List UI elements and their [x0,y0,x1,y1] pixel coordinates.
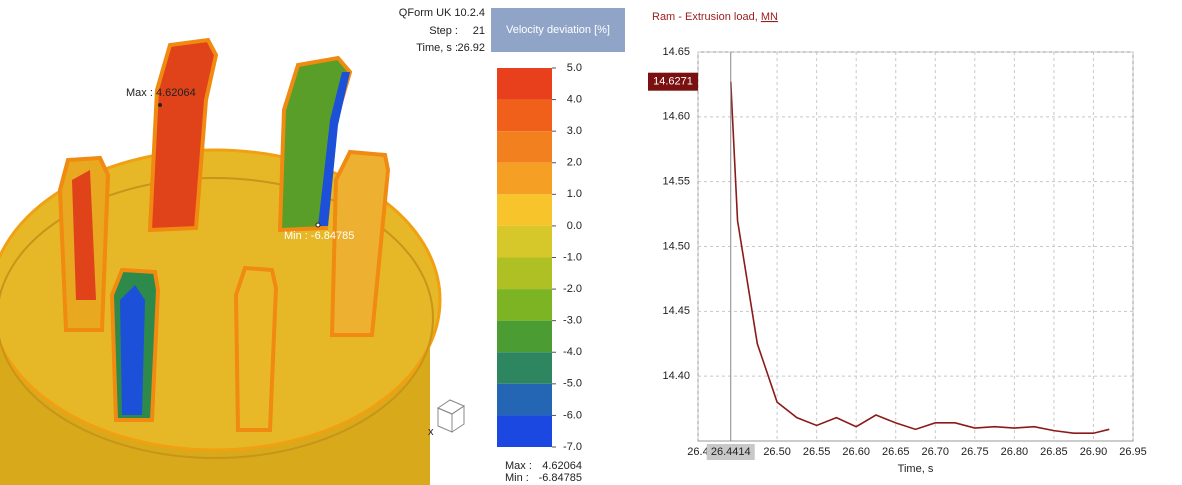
color-band [497,321,552,353]
chart-unit[interactable]: MN [761,11,778,23]
app-version: QForm UK 10.2.4 [399,7,485,19]
time-value: 26.92 [457,42,485,54]
time-label: Time, s : [416,42,458,54]
chart: 14.40 14.45 14.50 14.55 14.60 14.65 26.4 26.50 2… [648,46,1147,475]
legend-max-label: Max : [505,460,532,472]
screen: Max : 4.62064 Min : -6.84785 x QForm UK … [0,0,1182,485]
min-annotation: Min : -6.84785 [284,230,354,242]
max-point [158,103,162,107]
legend-min-value: -6.84785 [539,472,582,484]
legend-tick-label: 1.0 [567,188,582,200]
max-value: 4.62064 [156,87,196,99]
step-label: Step : [429,25,458,37]
y-tick-label: 14.45 [662,305,690,317]
x-tick-label: 26.70 [922,446,950,458]
color-band [497,415,552,447]
colorbar: 5.0 4.0 3.0 2.0 1.0 0.0 -1.0 -2.0 -3.0 -4.0 -5.0 -6… [497,62,582,453]
y-tick-label: 14.65 [662,46,690,58]
min-value: -6.84785 [311,230,354,242]
legend-tick-label: -4.0 [563,346,582,358]
color-band [497,163,552,195]
color-band [497,384,552,416]
max-annotation: Max : 4.62064 [126,87,196,99]
cursor-y-label: 14.6271 [653,76,693,88]
legend-tick-label: 4.0 [567,93,582,105]
legend-title: Velocity deviation [%] [506,24,610,36]
legend-tick-label: 2.0 [567,157,582,169]
legend-tick-label: -7.0 [563,441,582,453]
color-band [497,289,552,321]
color-band [497,100,552,132]
x-tick-label: 26.90 [1080,446,1108,458]
x-tick-label: 26.50 [763,446,791,458]
x-tick-label: 26.75 [961,446,989,458]
y-tick-label: 14.40 [662,370,690,382]
cube-face [438,408,452,432]
legend-tick-label: 3.0 [567,125,582,137]
legend-tick-label: -1.0 [563,251,582,263]
chart-title-text: Ram - Extrusion load, [652,11,758,23]
max-label: Max : [126,87,153,99]
x-tick-label: 26.55 [803,446,831,458]
legend-tick-label: -3.0 [563,315,582,327]
y-tick-label: 14.55 [662,176,690,188]
color-band [497,68,552,100]
color-band [497,226,552,258]
legend-tick-label: -6.0 [563,409,582,421]
x-tick-label: 26.80 [1001,446,1029,458]
step-value: 21 [473,25,485,37]
x-tick-label: 26.95 [1119,446,1147,458]
color-band [497,131,552,163]
legend-tick-label: -2.0 [563,283,582,295]
color-band [497,194,552,226]
chart-title: Ram - Extrusion load, MN [652,11,778,23]
profile-strip [120,285,145,415]
profile [236,268,276,430]
x-tick-label: 26.60 [842,446,870,458]
legend-min-label: Min : [505,472,529,484]
color-band [497,258,552,290]
axis-x-icon: x [428,426,434,438]
min-point [316,223,320,227]
min-label: Min : [284,230,308,242]
x-tick-label: 26.85 [1040,446,1068,458]
legend-tick-label: 0.0 [567,220,582,232]
cube-face [452,406,464,432]
view-cube: x [428,400,464,438]
y-tick-label: 14.60 [662,111,690,123]
legend-tick-label: 5.0 [567,62,582,74]
x-tick-label: 26.65 [882,446,910,458]
cursor-x-label: 26.4414 [711,446,751,458]
page: Max : 4.62064 Min : -6.84785 x QForm UK … [0,0,1182,485]
cube-face [438,400,464,414]
y-tick-label: 14.50 [662,240,690,252]
model-view: Max : 4.62064 Min : -6.84785 x [0,40,464,485]
legend-tick-label: -5.0 [563,378,582,390]
x-tick-label: 26.4 [687,446,708,458]
legend-max-value: 4.62064 [542,460,582,472]
x-axis-label: Time, s [898,463,934,475]
color-band [497,352,552,384]
